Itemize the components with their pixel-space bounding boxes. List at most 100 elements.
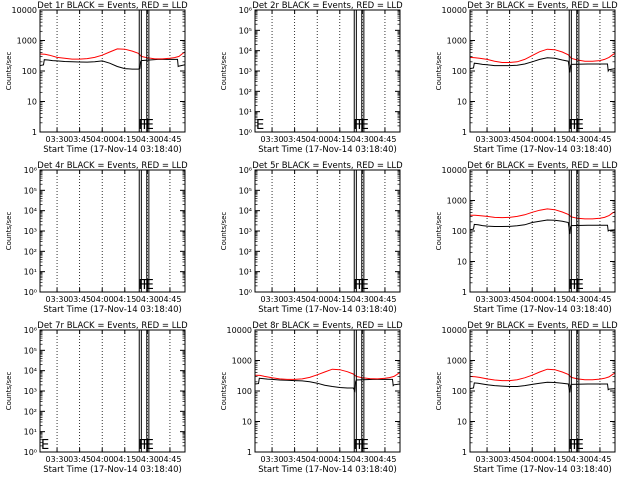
y-tick-label: 10¹ — [239, 108, 252, 117]
x-tick-label: 03:45 — [498, 135, 521, 144]
y-tick-label: 10 — [457, 418, 467, 427]
y-tick-label: 10000 — [442, 326, 467, 335]
y-tick-label: 10⁵ — [239, 186, 252, 195]
series-line-events — [469, 219, 616, 235]
series-line-events — [469, 57, 616, 73]
y-tick-label: 10⁶ — [24, 326, 37, 335]
y-tick-label: 1000 — [17, 37, 37, 46]
y-axis-label: Counts/sec — [5, 212, 13, 251]
x-tick-label: 04:00 — [306, 135, 329, 144]
y-tick-label: 10⁵ — [24, 346, 37, 355]
marker-label: F — [358, 438, 365, 453]
x-tick-label: 03:30 — [476, 455, 499, 464]
y-tick-label: 10² — [24, 407, 37, 416]
x-tick-label: 03:45 — [498, 295, 521, 304]
y-tick-label: 10² — [239, 247, 252, 256]
x-tick-label: 04:00 — [521, 295, 544, 304]
y-tick-label: 10³ — [239, 67, 252, 76]
y-axis-label: Counts/sec — [220, 52, 228, 91]
x-tick-label: 04:30 — [136, 455, 159, 464]
x-tick-label: 03:30 — [46, 295, 69, 304]
y-tick-label: 10000 — [227, 326, 252, 335]
x-tick-label: 03:45 — [68, 135, 91, 144]
marker-label: E — [41, 438, 49, 453]
x-tick-label: 04:00 — [91, 455, 114, 464]
y-tick-label: 1 — [462, 448, 467, 457]
marker-label: F — [143, 438, 150, 453]
detector-panel-3: Det 3r BLACK = Events, RED = LLD FFE 03:30… — [435, 1, 618, 155]
x-tick-label: 04:45 — [158, 295, 181, 304]
marker-label: F — [568, 118, 575, 133]
x-tick-label: 04:45 — [158, 135, 181, 144]
x-tick-label: 03:45 — [498, 455, 521, 464]
marker-label: F — [353, 278, 360, 293]
plot-frame — [254, 329, 401, 453]
x-tick-label: 03:30 — [261, 455, 284, 464]
y-axis-label: Counts/sec — [5, 372, 13, 411]
marker-label: F — [573, 278, 580, 293]
x-axis-label: Start Time (17-Nov-14 03:18:40) — [473, 465, 612, 475]
marker-label: F — [568, 438, 575, 453]
plot-frame — [39, 9, 186, 133]
y-axis-label: Counts/sec — [435, 212, 443, 251]
y-tick-label: 100 — [237, 387, 252, 396]
y-tick-label: 10⁰ — [239, 128, 252, 137]
marker-label: F — [358, 118, 365, 133]
x-tick-label: 04:00 — [306, 295, 329, 304]
marker-label: E — [361, 118, 369, 133]
detector-panel-8: Det 8r BLACK = Events, RED = LLD FFE 03:30… — [220, 321, 403, 475]
y-tick-label: 10² — [24, 247, 37, 256]
x-axis-label: Start Time (17-Nov-14 03:18:40) — [473, 305, 612, 315]
x-tick-label: 04:30 — [566, 295, 589, 304]
y-tick-label: 1000 — [232, 357, 252, 366]
x-tick-label: 04:00 — [91, 135, 114, 144]
y-tick-label: 10⁴ — [24, 207, 37, 216]
plot-frame — [469, 169, 616, 293]
x-tick-label: 03:30 — [261, 135, 284, 144]
x-axis-label: Start Time (17-Nov-14 03:18:40) — [43, 465, 182, 475]
y-tick-label: 10 — [457, 258, 467, 267]
x-tick-label: 04:45 — [588, 295, 611, 304]
x-tick-label: 03:30 — [46, 135, 69, 144]
y-tick-label: 10⁴ — [24, 367, 37, 376]
plot-frame — [469, 329, 616, 453]
marker-label: F — [573, 118, 580, 133]
y-tick-label: 1 — [462, 288, 467, 297]
x-tick-label: 04:15 — [543, 135, 566, 144]
marker-label: F — [573, 438, 580, 453]
detector-panel-6: Det 6r BLACK = Events, RED = LLD FFE 03:30… — [435, 161, 618, 315]
series-line-lld — [39, 48, 186, 60]
x-tick-label: 04:30 — [136, 135, 159, 144]
y-tick-label: 10⁰ — [239, 288, 252, 297]
plot-frame — [469, 9, 616, 133]
plot-frame — [39, 329, 186, 453]
panel-title: Det 8r BLACK = Events, RED = LLD — [252, 321, 403, 331]
x-tick-label: 03:30 — [261, 295, 284, 304]
series-line-events — [469, 381, 616, 393]
x-tick-label: 04:00 — [521, 135, 544, 144]
series-line-lld — [254, 368, 401, 380]
marker-label: F — [138, 278, 145, 293]
x-tick-label: 04:45 — [373, 455, 396, 464]
x-tick-label: 04:00 — [306, 455, 329, 464]
y-tick-label: 10⁴ — [239, 207, 252, 216]
x-tick-label: 04:15 — [328, 455, 351, 464]
y-tick-label: 100 — [452, 387, 467, 396]
x-tick-label: 04:30 — [566, 455, 589, 464]
series-line-lld — [469, 48, 616, 63]
x-tick-label: 04:15 — [328, 295, 351, 304]
marker-label: F — [353, 438, 360, 453]
y-tick-label: 1 — [32, 128, 37, 137]
y-tick-label: 1000 — [447, 197, 467, 206]
x-tick-label: 03:45 — [68, 455, 91, 464]
series-line-lld — [469, 368, 616, 382]
marker-label: F — [358, 278, 365, 293]
y-axis-label: Counts/sec — [435, 372, 443, 411]
x-axis-label: Start Time (17-Nov-14 03:18:40) — [258, 145, 397, 155]
x-axis-label: Start Time (17-Nov-14 03:18:40) — [43, 305, 182, 315]
series-line-events — [39, 58, 186, 70]
x-tick-label: 04:00 — [91, 295, 114, 304]
